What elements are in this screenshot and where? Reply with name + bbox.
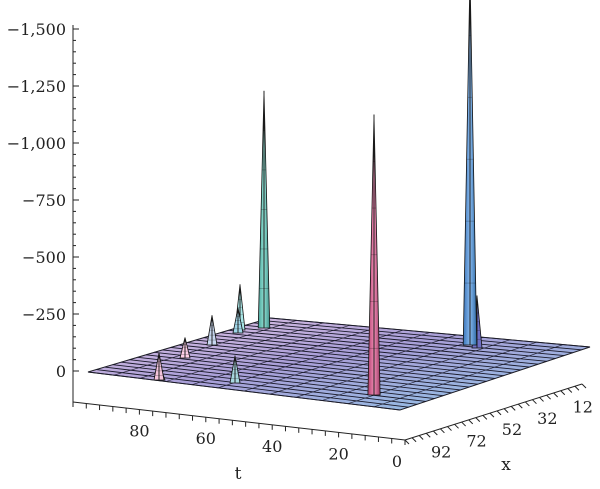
x-minor-tick — [546, 394, 551, 400]
t-axis-ticks: 0 20 40 60 80 — [72, 402, 406, 471]
x-minor-tick — [440, 428, 445, 434]
x-minor-tick — [503, 408, 509, 413]
z-tick-label: −750 — [22, 191, 66, 210]
x-minor-tick — [560, 390, 566, 396]
x-minor-tick — [567, 388, 573, 393]
z-tick-label: 0 — [56, 362, 66, 381]
surface-peak — [462, 0, 478, 346]
t-tick-label: 0 — [392, 452, 402, 471]
mesh-line — [321, 339, 511, 401]
surface-peak — [232, 307, 244, 334]
x-minor-tick — [425, 432, 431, 438]
t-tick-label: 20 — [328, 444, 348, 463]
mesh-line — [139, 322, 324, 379]
x-tick-label: 72 — [466, 431, 486, 450]
z-tick-label: −1,000 — [7, 134, 66, 153]
x-minor-tick — [418, 435, 424, 440]
mesh-line — [269, 334, 457, 395]
surface-base — [87, 317, 591, 411]
mesh-line — [373, 344, 564, 408]
x-axis-ticks: 92 72 52 32 12 — [404, 383, 593, 462]
x-axis: 92 72 52 32 12 x — [404, 383, 593, 475]
z-tick-label: −250 — [22, 305, 66, 324]
x-minor-tick — [468, 419, 474, 425]
mesh-line — [399, 346, 591, 411]
x-axis-line — [404, 383, 583, 441]
x-minor-tick — [447, 426, 452, 431]
surface-peak — [206, 315, 218, 346]
x-minor-tick — [404, 439, 410, 445]
x-minor-tick — [553, 392, 559, 398]
t-axis-line — [72, 401, 406, 441]
z-tick-label: −1,500 — [7, 20, 66, 39]
x-minor-tick — [525, 401, 530, 407]
x-minor-tick — [496, 410, 502, 416]
x-minor-tick — [454, 423, 459, 429]
mesh-line — [191, 327, 377, 385]
surface-peak — [367, 114, 381, 396]
z-tick-label: −1,250 — [7, 77, 66, 96]
t-tick-label: 60 — [196, 429, 216, 448]
x-minor-tick — [510, 406, 516, 411]
x-minor-tick — [475, 417, 481, 422]
z-axis: 0 −250 −500 −750 −1,000 −1,250 −1,500 — [7, 20, 79, 402]
x-minor-tick — [581, 383, 587, 389]
x-minor-tick — [517, 403, 523, 409]
t-tick-label: 80 — [129, 422, 149, 441]
z-tick-label: −500 — [22, 248, 66, 267]
z-axis-ticks: 0 −250 −500 −750 −1,000 −1,250 −1,500 — [7, 20, 79, 381]
mesh-line — [165, 324, 351, 382]
surface-peak — [153, 352, 165, 381]
mesh-line — [295, 337, 484, 398]
x-minor-tick — [411, 437, 417, 443]
x-tick-label: 92 — [431, 443, 451, 462]
x-tick-label: 32 — [537, 409, 557, 428]
x-minor-tick — [539, 397, 544, 402]
x-minor-tick — [461, 421, 466, 427]
surface-peak — [229, 355, 241, 384]
t-axis-title: t — [235, 464, 242, 484]
mesh-line — [113, 320, 297, 376]
surface-peak — [179, 337, 191, 359]
x-minor-tick — [532, 399, 537, 405]
x-minor-tick — [432, 430, 438, 436]
x-minor-tick — [489, 412, 495, 418]
t-tick-label: 40 — [262, 437, 282, 456]
x-axis-title: x — [501, 455, 511, 475]
x-tick-label: 52 — [502, 420, 522, 439]
x-minor-tick — [574, 385, 580, 391]
surface-peak — [257, 90, 271, 329]
mesh-line — [243, 332, 431, 392]
x-minor-tick — [482, 415, 488, 420]
surface-spikes — [153, 0, 483, 396]
x-tick-label: 12 — [573, 398, 593, 417]
t-axis: 0 20 40 60 80 t — [72, 401, 406, 484]
